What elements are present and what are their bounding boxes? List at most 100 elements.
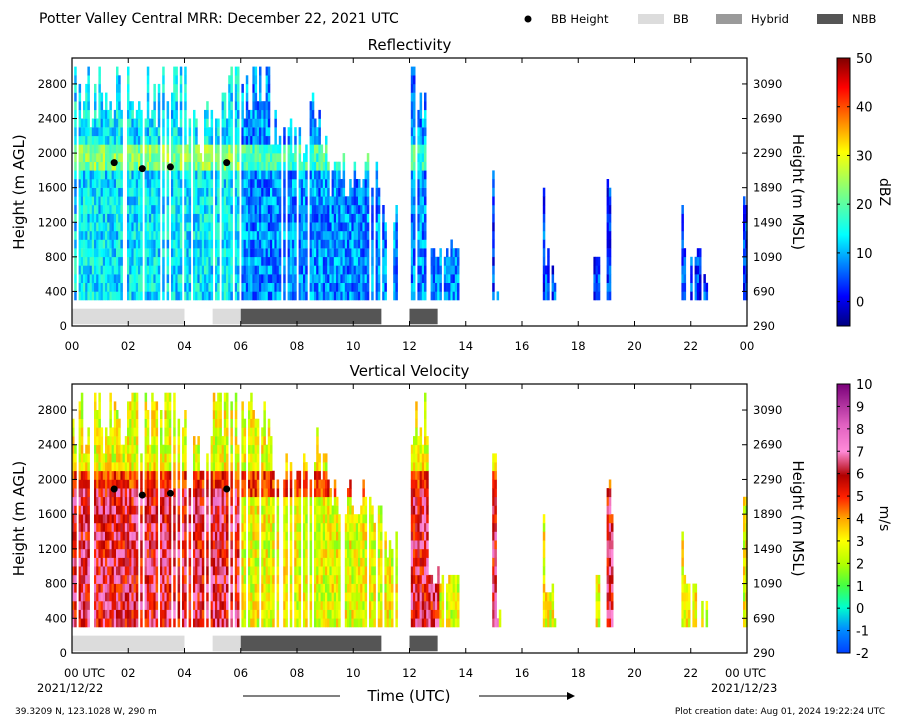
x-tick-label: 00: [740, 339, 755, 353]
x-tick-label: 04: [177, 666, 192, 680]
y2-tick-label: 290: [753, 319, 775, 333]
y-tick-label: 0: [60, 646, 67, 660]
bb-type-segment: [409, 635, 438, 652]
y2-tick-label: 1490: [753, 215, 782, 229]
y-tick-label: 2800: [38, 403, 67, 417]
x-tick-label: 00: [65, 339, 80, 353]
x-tick-label: 04: [177, 339, 192, 353]
end-date-label: 2021/12/23: [711, 681, 777, 695]
bb-type-segment: [212, 635, 241, 652]
x-tick-label: 22: [683, 339, 698, 353]
colorbar-tick-label: 3: [856, 535, 864, 550]
colorbar-tick-label: 0: [856, 296, 864, 311]
x-axis-title: Time (UTC): [367, 687, 451, 705]
panel-title: Vertical Velocity: [350, 362, 470, 380]
bb-type-segment: [409, 308, 438, 325]
legend: BB Height BB Hybrid NBB: [524, 12, 876, 26]
data-field: [72, 392, 748, 628]
bb-height-point: [223, 159, 231, 167]
bb-type-segment: [212, 308, 241, 325]
y2-tick-label: 2690: [753, 112, 782, 126]
colorbar-tick-label: 4: [856, 513, 864, 528]
bb-height-point: [110, 159, 118, 167]
colorbar-tick-label: 10: [856, 378, 873, 393]
colorbar-tick-label: -1: [856, 625, 869, 640]
x-tick-label: 20: [627, 666, 642, 680]
y2-tick-label: 1890: [753, 507, 782, 521]
y-axis-label: Height (m AGL): [10, 461, 28, 576]
y2-tick-label: 3090: [753, 77, 782, 91]
y-tick-label: 2400: [38, 438, 67, 452]
bb-height-point: [138, 165, 146, 173]
legend-bb-label: BB: [673, 12, 689, 26]
colorbar-tick-label: 30: [856, 149, 873, 164]
x-tick-label: 22: [683, 666, 698, 680]
y2-tick-label: 690: [753, 611, 775, 625]
x-tick-label: 16: [515, 666, 530, 680]
x-tick-label: 18: [571, 339, 586, 353]
y-tick-label: 0: [60, 319, 67, 333]
colorbar-tick-label: 9: [856, 400, 864, 415]
y-tick-label: 1200: [38, 215, 67, 229]
y2-tick-label: 3090: [753, 403, 782, 417]
y2-tick-label: 1890: [753, 181, 782, 195]
colorbar-tick-label: 1: [856, 580, 864, 595]
colorbar-tick-label: 10: [856, 247, 873, 262]
bb-type-segment: [72, 635, 185, 652]
panel-title: Reflectivity: [368, 36, 452, 54]
x-tick-label: 00 UTC: [64, 666, 105, 680]
y2-tick-label: 2290: [753, 146, 782, 160]
y2-tick-label: 290: [753, 646, 775, 660]
bb-type-segment: [240, 308, 382, 325]
colorbar-tick-label: 7: [856, 445, 864, 460]
colorbar-tick-label: 20: [856, 198, 873, 213]
time-arrow-right: [479, 692, 575, 700]
location-label: 39.3209 N, 123.1028 W, 290 m: [15, 707, 157, 717]
x-tick-label: 06: [233, 339, 248, 353]
x-tick-label: 16: [515, 339, 530, 353]
y-tick-label: 400: [45, 611, 67, 625]
colorbar-tick-label: 5: [856, 490, 864, 505]
colorbar-gradient: [836, 57, 851, 327]
colorbar-label: m/s: [876, 506, 892, 532]
y-tick-label: 1200: [38, 542, 67, 556]
figure-title: Potter Valley Central MRR: December 22, …: [39, 11, 399, 27]
legend-hybrid-label: Hybrid: [751, 12, 789, 26]
y-tick-label: 2800: [38, 77, 67, 91]
bb-height-point: [110, 485, 118, 493]
y2-axis-label: Height (m MSL): [789, 460, 807, 576]
x-tick-label: 10: [346, 339, 361, 353]
bb-type-segment: [72, 308, 185, 325]
data-field: [74, 66, 748, 301]
x-tick-label: 14: [458, 666, 473, 680]
colorbar-tick-label: 40: [856, 101, 873, 116]
y2-tick-label: 690: [753, 284, 775, 298]
x-tick-label: 02: [121, 666, 136, 680]
y-axis-label: Height (m AGL): [10, 134, 28, 249]
colorbar-tick-label: -2: [856, 647, 869, 662]
y-tick-label: 2000: [38, 146, 67, 160]
x-tick-label: 08: [290, 666, 305, 680]
colorbar: -2 -1 0 1 2 3 4 5 6 7 8 9 10 m/s: [836, 378, 892, 662]
bb-height-point: [166, 489, 174, 497]
colorbar: 0 10 20 30 40 50 dBZ: [836, 52, 892, 327]
legend-hybrid-swatch: [716, 14, 742, 24]
x-tick-label: 02: [121, 339, 136, 353]
legend-bb-height-label: BB Height: [551, 12, 609, 26]
x-tick-label: 18: [571, 666, 586, 680]
x-tick-label: 20: [627, 339, 642, 353]
y-tick-label: 2000: [38, 472, 67, 486]
legend-nbb-label: NBB: [852, 12, 876, 26]
y-tick-label: 400: [45, 284, 67, 298]
colorbar-tick-label: 50: [856, 52, 873, 67]
y-tick-label: 800: [45, 250, 67, 264]
colorbar-tick-label: 2: [856, 557, 864, 572]
x-tick-label: 08: [290, 339, 305, 353]
x-tick-label: 12: [402, 339, 417, 353]
y2-tick-label: 1090: [753, 250, 782, 264]
legend-bb-swatch: [638, 14, 664, 24]
y-tick-label: 800: [45, 577, 67, 591]
bb-type-segment: [240, 635, 382, 652]
